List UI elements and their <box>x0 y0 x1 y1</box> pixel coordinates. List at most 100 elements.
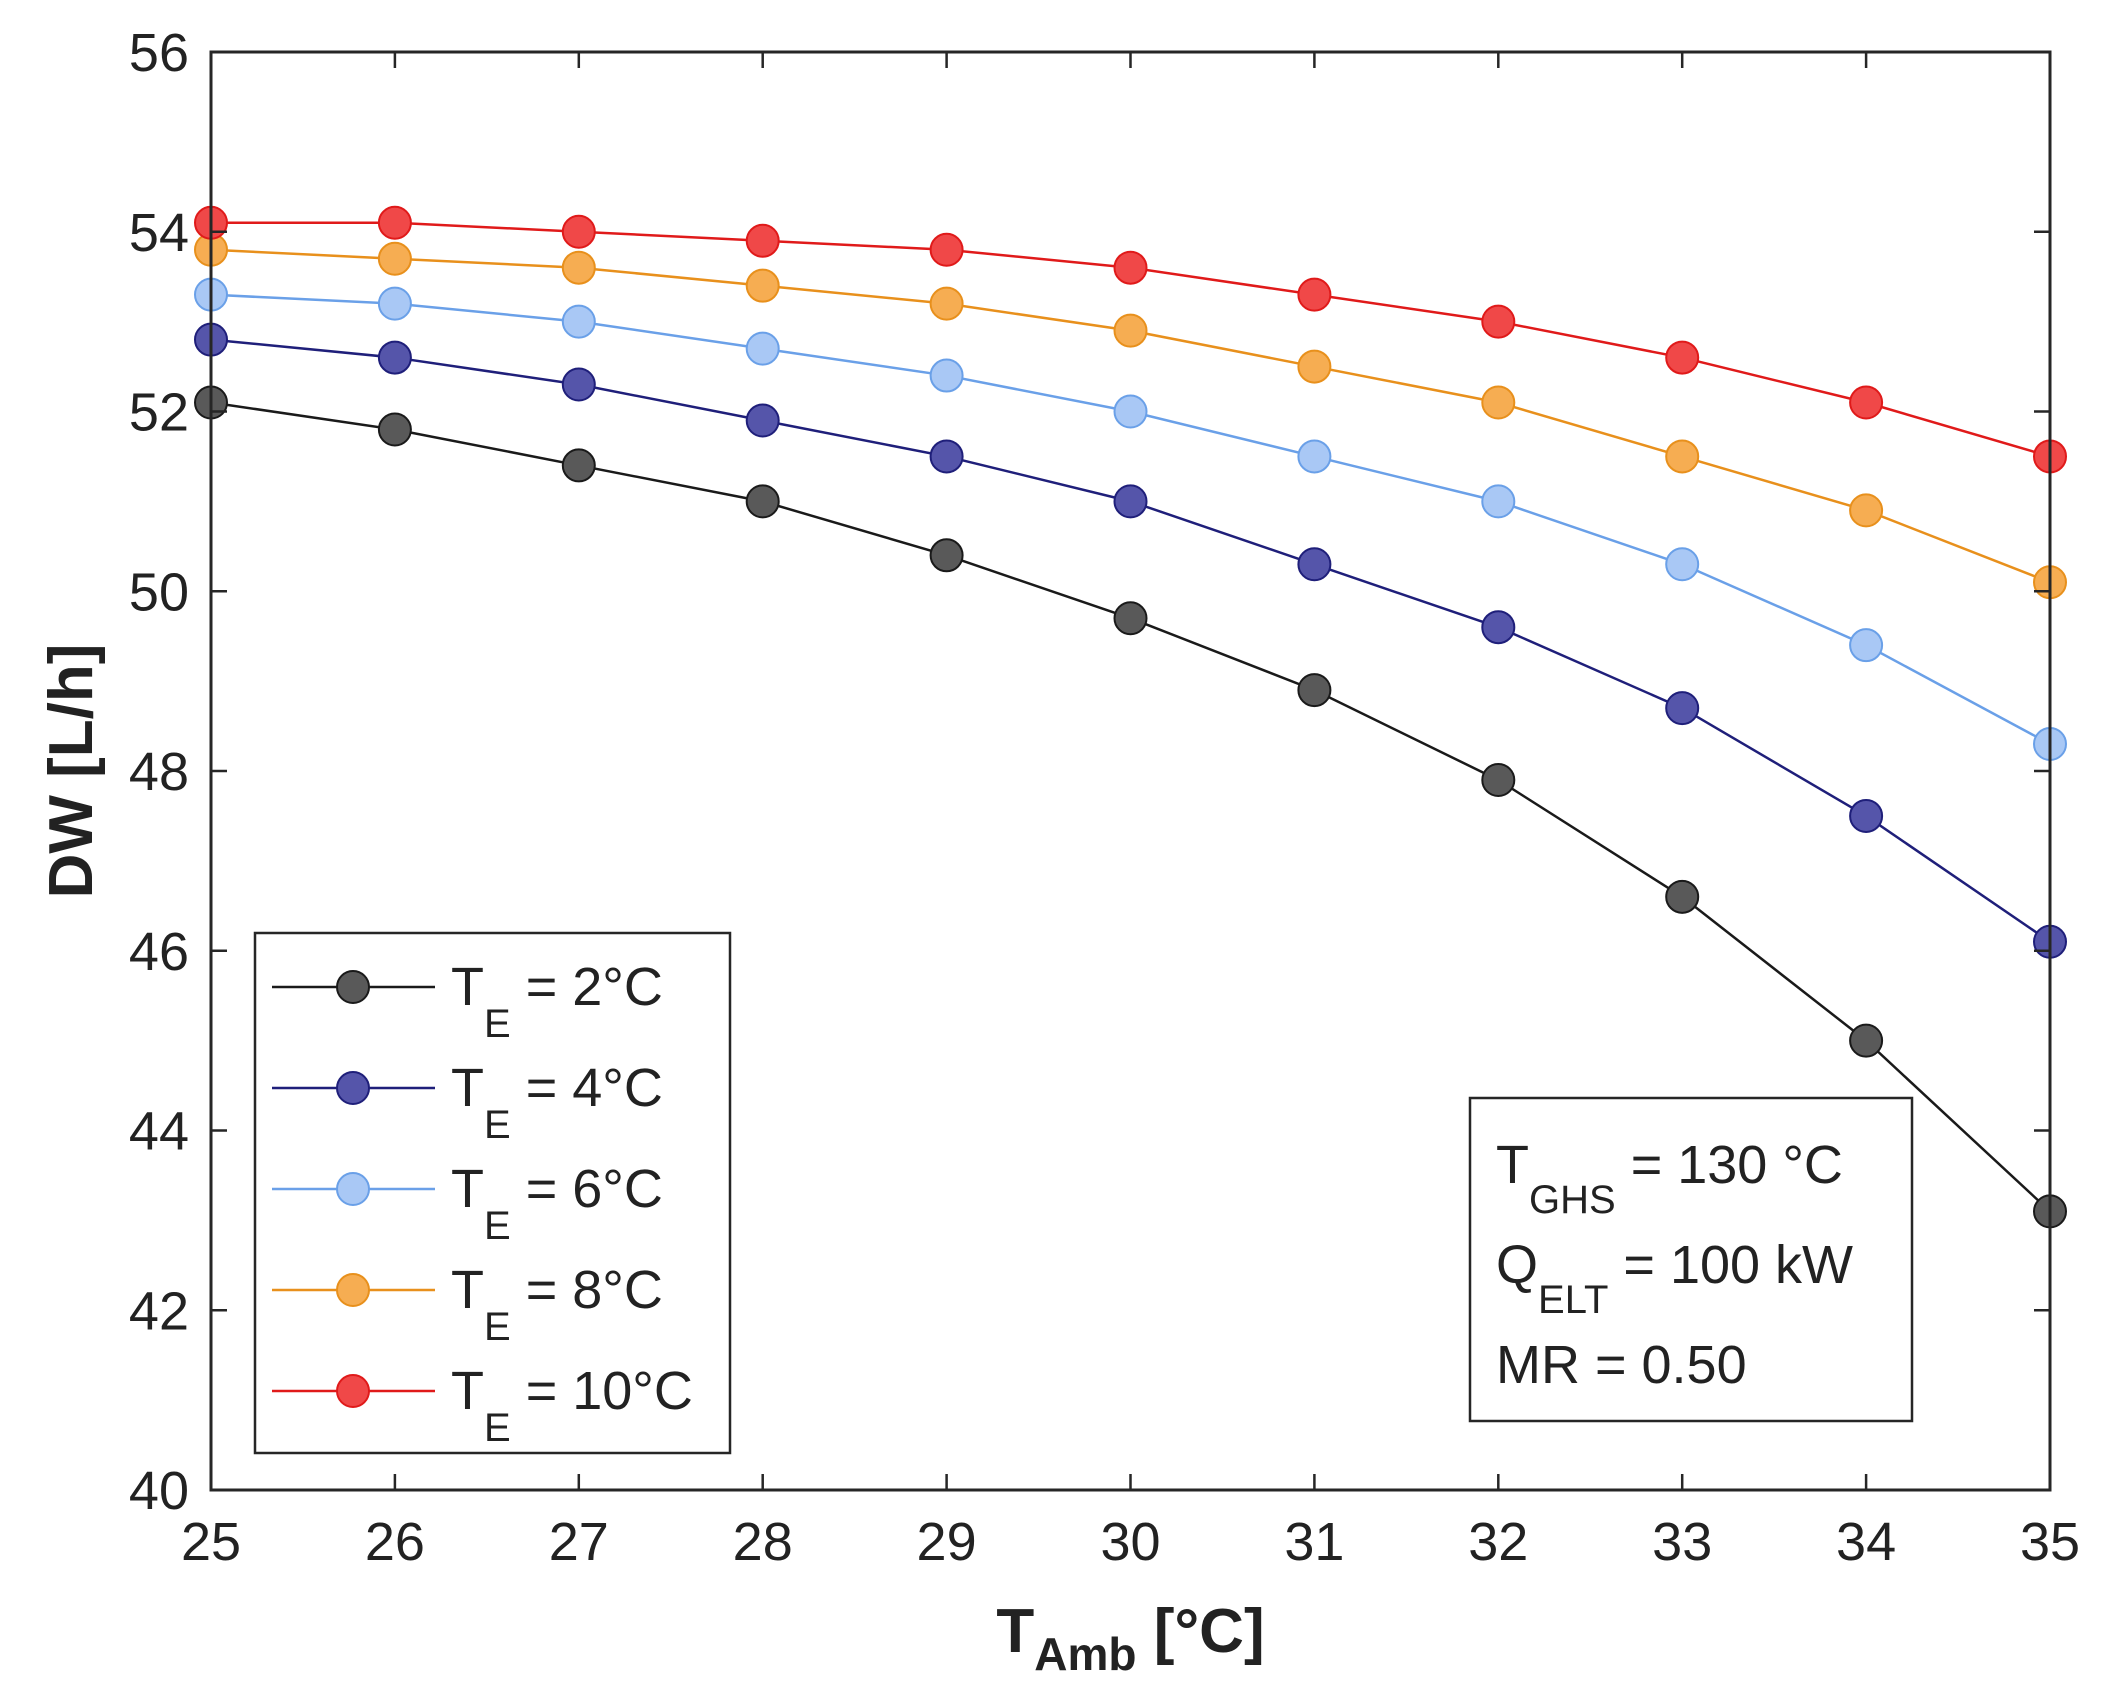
y-axis-title: DW [L/h] <box>37 644 106 899</box>
data-point <box>1297 277 1332 312</box>
legend-label-sub: E <box>484 1204 511 1248</box>
data-point <box>929 538 964 573</box>
legend-label-sub: E <box>484 1305 511 1349</box>
data-point <box>1297 349 1332 384</box>
data-point <box>1665 340 1700 375</box>
y-tick-label: 50 <box>129 562 189 622</box>
data-point <box>561 250 596 285</box>
x-tick-label: 33 <box>1652 1512 1712 1572</box>
data-point <box>1665 691 1700 726</box>
legend-label: TE = 4°C <box>451 1058 663 1147</box>
legend-item: TE = 4°C <box>272 1058 663 1147</box>
annotation-main: T <box>1496 1135 1529 1195</box>
y-tick-label: 42 <box>129 1281 189 1341</box>
y-axis: 40 42 44 46 48 50 52 54 56 <box>129 23 2050 1521</box>
x-tick-label: 35 <box>2020 1512 2080 1572</box>
x-axis-title: TAmb [°C] <box>996 1597 1264 1680</box>
data-point <box>377 340 412 375</box>
x-tick-label: 29 <box>917 1512 977 1572</box>
annotation-sub: ELT <box>1538 1278 1608 1322</box>
legend: TE = 2°CTE = 4°CTE = 6°CTE = 8°CTE = 10°… <box>253 931 732 1455</box>
x-tick-label: 31 <box>1284 1512 1344 1572</box>
data-point <box>1113 313 1148 348</box>
legend-label: TE = 10°C <box>451 1361 693 1450</box>
legend-label-main: T <box>451 1159 484 1219</box>
data-point <box>1849 1023 1884 1058</box>
data-point <box>1665 547 1700 582</box>
annotation-sub: GHS <box>1529 1178 1616 1222</box>
legend-label: TE = 6°C <box>451 1159 663 1248</box>
x-axis-title-main: T <box>996 1597 1034 1666</box>
data-point <box>745 403 780 438</box>
data-point <box>929 232 964 267</box>
x-tick-label: 26 <box>365 1512 425 1572</box>
legend-item: TE = 10°C <box>272 1361 693 1450</box>
legend-marker <box>336 1374 370 1408</box>
annotation-line: MR = 0.50 <box>1496 1335 1747 1395</box>
annotation-main: MR = 0.50 <box>1496 1335 1747 1395</box>
data-point <box>561 448 596 483</box>
legend-label-main: T <box>451 1058 484 1118</box>
data-point <box>1113 250 1148 285</box>
legend-box <box>253 931 732 1455</box>
data-point <box>745 223 780 258</box>
x-axis-title-unit: [°C] <box>1137 1597 1265 1666</box>
legend-label-sub: E <box>484 1002 511 1046</box>
data-point <box>745 268 780 303</box>
legend-label-value: = 8°C <box>511 1260 663 1320</box>
data-point <box>929 358 964 393</box>
data-point <box>1849 628 1884 663</box>
x-tick-label: 28 <box>733 1512 793 1572</box>
legend-label-sub: E <box>484 1103 511 1147</box>
legend-item: TE = 8°C <box>272 1260 663 1349</box>
data-point <box>1481 762 1516 797</box>
legend-marker <box>336 1172 370 1206</box>
y-tick-label: 54 <box>129 203 189 263</box>
y-tick-label: 44 <box>129 1102 189 1162</box>
data-point <box>1113 484 1148 519</box>
data-point <box>929 286 964 321</box>
y-tick-label: 40 <box>129 1461 189 1521</box>
data-point <box>1665 439 1700 474</box>
data-point <box>745 484 780 519</box>
data-point <box>1849 493 1884 528</box>
x-tick-label: 27 <box>549 1512 609 1572</box>
legend-marker <box>336 1273 370 1307</box>
x-tick-label: 34 <box>1836 1512 1896 1572</box>
annotation-line: TGHS = 130 °C <box>1496 1135 1843 1222</box>
legend-label-main: T <box>451 1260 484 1320</box>
legend-label-value: = 2°C <box>511 957 663 1017</box>
data-point <box>1849 798 1884 833</box>
data-point <box>1665 879 1700 914</box>
data-point <box>561 214 596 249</box>
x-axis: 25 26 27 28 29 30 31 32 33 34 35 <box>181 52 2080 1572</box>
data-point <box>377 205 412 240</box>
annotation-line: QELT = 100 kW <box>1496 1235 1853 1322</box>
data-point <box>561 367 596 402</box>
data-point <box>561 304 596 339</box>
data-point <box>1297 673 1332 708</box>
data-point <box>1481 385 1516 420</box>
data-point <box>929 439 964 474</box>
data-point <box>377 241 412 276</box>
legend-label-value: = 4°C <box>511 1058 663 1118</box>
x-tick-label: 25 <box>181 1512 241 1572</box>
data-point <box>1297 547 1332 582</box>
legend-label-main: T <box>451 957 484 1017</box>
series-0 <box>194 385 2067 1229</box>
data-point <box>1849 385 1884 420</box>
annotation-value: = 130 °C <box>1616 1135 1843 1195</box>
y-tick-label: 52 <box>129 383 189 443</box>
annotation-main: Q <box>1496 1235 1538 1295</box>
data-point <box>377 286 412 321</box>
x-tick-label: 30 <box>1100 1512 1160 1572</box>
x-axis-title-sub: Amb <box>1034 1628 1136 1680</box>
data-point <box>745 331 780 366</box>
series-line <box>210 338 2051 943</box>
data-point <box>1113 601 1148 636</box>
data-point <box>1481 304 1516 339</box>
annotation-box: TGHS = 130 °C QELT = 100 kW MR = 0.50 <box>1468 1096 1914 1423</box>
annotation-frame <box>1468 1096 1914 1423</box>
series-2 <box>194 277 2067 762</box>
